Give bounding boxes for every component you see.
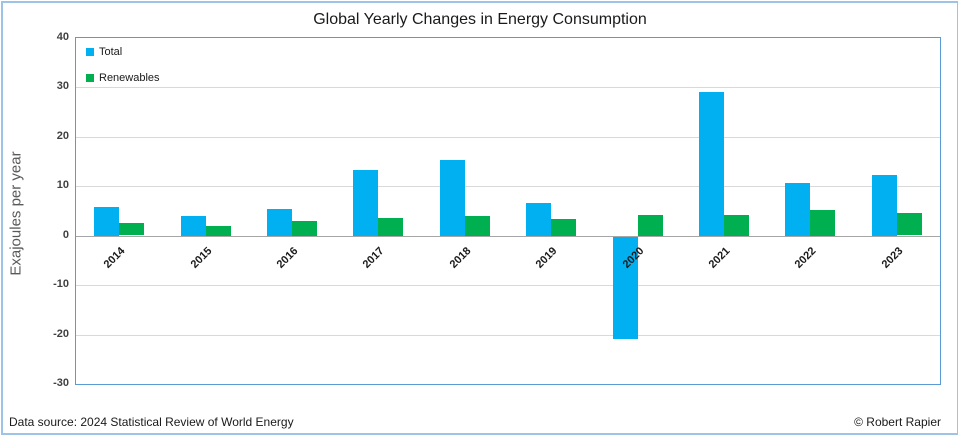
gridline-0: [76, 236, 940, 237]
x-tick-label-2019: 2019: [533, 245, 560, 271]
bar-total-2015: [181, 216, 206, 236]
gridline--20: [76, 335, 940, 336]
gridline--10: [76, 285, 940, 286]
x-tick-label-2018: 2018: [447, 245, 474, 271]
bar-renewables-2014: [119, 223, 144, 235]
y-tick-label--10: -10: [53, 278, 69, 290]
bar-renewables-2021: [724, 215, 749, 236]
bar-renewables-2015: [206, 226, 231, 236]
x-tick-label-2021: 2021: [706, 245, 733, 271]
bar-total-2017: [353, 170, 378, 236]
gridline-30: [76, 87, 940, 88]
bar-renewables-2016: [292, 221, 317, 236]
x-tick-label-2016: 2016: [274, 245, 301, 271]
legend: Total Renewables: [86, 46, 160, 98]
legend-item-total: Total: [86, 46, 160, 58]
plot-area: 2014 2015 2016 2017 2018 2019 2020 2021 2022 2023…: [75, 37, 941, 385]
bar-total-2022: [785, 183, 810, 236]
y-tick-label-30: 30: [56, 80, 69, 92]
x-tick-label-2023: 2023: [879, 245, 906, 271]
y-tick-label-40: 40: [56, 31, 69, 43]
bar-total-2016: [267, 209, 292, 236]
y-tick-label-20: 20: [56, 130, 69, 142]
bar-renewables-2023: [897, 213, 922, 235]
x-tick-label-2017: 2017: [360, 245, 387, 271]
bar-renewables-2020: [638, 215, 663, 236]
copyright-note: © Robert Rapier: [854, 415, 941, 429]
data-source-note: Data source: 2024 Statistical Review of …: [9, 415, 294, 429]
bar-total-2023: [872, 175, 897, 236]
bar-renewables-2018: [465, 216, 490, 236]
gridline-20: [76, 137, 940, 138]
x-tick-label-2014: 2014: [101, 245, 128, 271]
gridline-10: [76, 186, 940, 187]
bar-renewables-2017: [378, 218, 403, 236]
y-axis-title: Exajoules per year: [7, 151, 25, 276]
y-tick-label-0: 0: [62, 229, 69, 241]
bar-renewables-2022: [810, 210, 835, 236]
legend-swatch-renewables-icon: [86, 74, 94, 82]
legend-label-renewables: Renewables: [99, 72, 160, 84]
legend-item-renewables: Renewables: [86, 72, 160, 84]
bar-total-2018: [440, 160, 465, 236]
legend-swatch-total-icon: [86, 48, 94, 56]
chart-title: Global Yearly Changes in Energy Consumpt…: [313, 11, 647, 28]
y-tick-label--20: -20: [53, 328, 69, 340]
x-tick-label-2015: 2015: [188, 245, 215, 271]
bar-total-2014: [94, 207, 119, 236]
bar-total-2020: [613, 237, 638, 339]
bar-total-2019: [526, 203, 551, 236]
y-tick-label-10: 10: [56, 179, 69, 191]
bar-renewables-2019: [551, 219, 576, 236]
x-tick-label-2022: 2022: [792, 245, 819, 271]
bar-total-2021: [699, 92, 724, 236]
y-tick-label--30: -30: [53, 377, 69, 389]
legend-label-total: Total: [99, 46, 123, 58]
